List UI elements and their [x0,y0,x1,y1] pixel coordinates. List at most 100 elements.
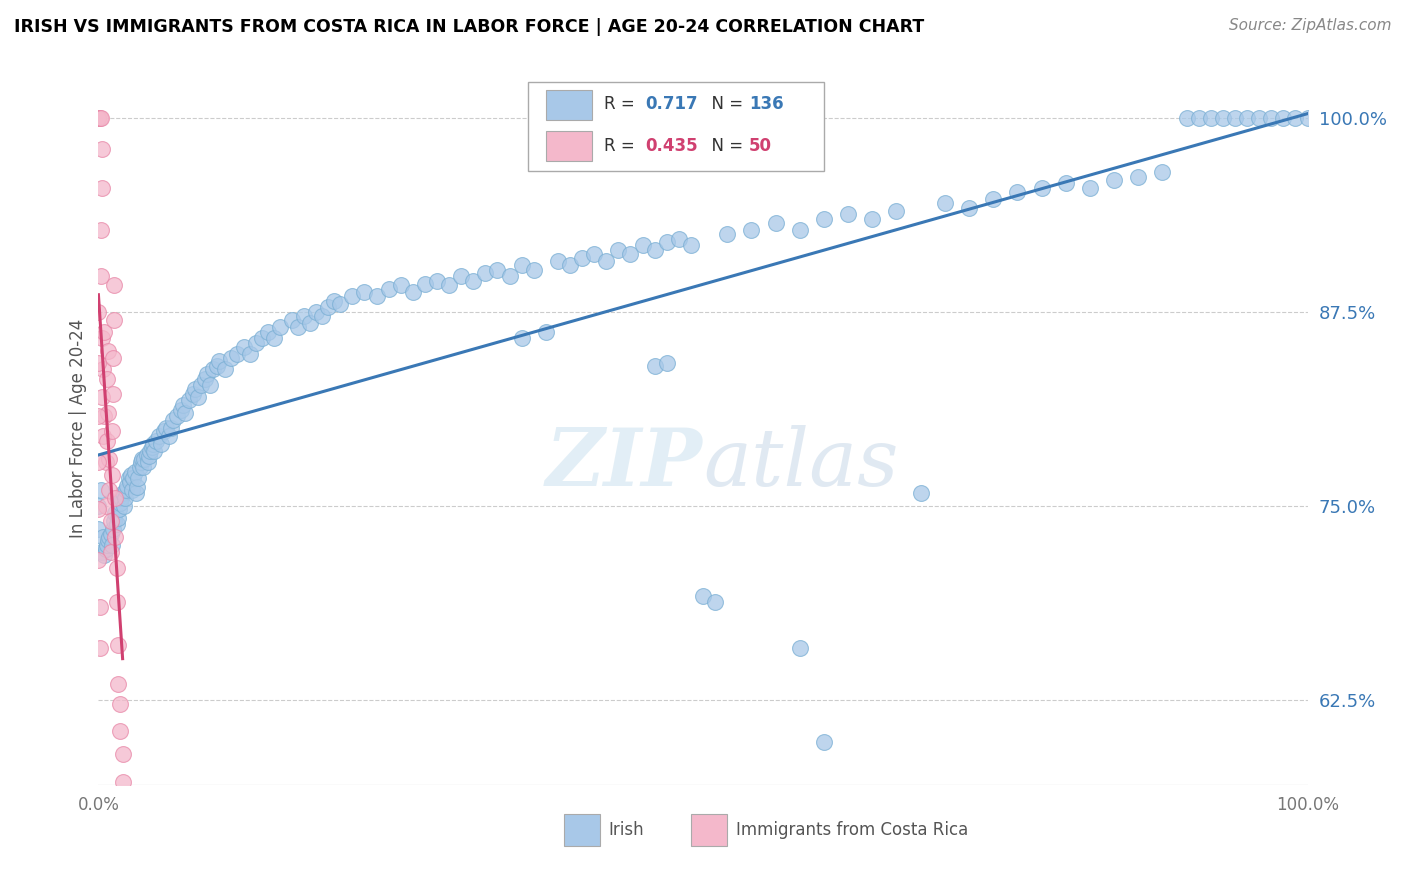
Point [100,424,122,438]
Point [97,406,120,420]
Point [510,331,533,345]
Bar [546,90,592,120]
Text: ZIP: ZIP [546,425,703,502]
Point [110,491,132,505]
Point [87,522,110,536]
Point [1188,111,1211,125]
Point [96,434,118,448]
Point [90,269,112,284]
Point [184,383,207,397]
Point [127,471,149,485]
Point [377,281,399,295]
Point [124,465,146,479]
Point [91,530,114,544]
Point [105,561,128,575]
Text: N =: N = [700,136,748,154]
Point [205,359,228,373]
Point [93,549,115,563]
Point [152,424,174,438]
Point [91,362,114,376]
Point [112,499,135,513]
Point [118,475,141,490]
Point [595,253,617,268]
Point [143,444,166,458]
Text: R =: R = [603,95,640,113]
Text: 136: 136 [749,95,783,113]
Point [413,277,436,291]
Point [98,483,121,498]
Point [789,641,811,656]
Point [96,371,118,385]
Point [107,677,129,691]
Point [437,278,460,293]
Point [957,201,980,215]
Point [105,595,128,609]
Point [981,192,1004,206]
Point [87,499,110,513]
Point [353,285,375,299]
Point [98,530,121,544]
Point [162,413,184,427]
Bar [564,814,600,846]
Point [134,452,156,467]
Point [125,486,148,500]
Point [87,111,110,125]
FancyBboxPatch shape [527,82,824,171]
Bar [546,130,592,161]
Point [239,347,262,361]
Point [195,367,218,381]
Point [194,371,217,385]
Point [1199,111,1222,125]
Point [87,111,110,125]
Point [129,455,152,469]
Point [934,196,956,211]
Point [148,429,170,443]
Point [1296,111,1319,125]
Point [108,723,131,738]
Point [316,300,339,314]
Point [813,734,835,748]
Point [389,278,412,293]
Point [1078,180,1101,194]
Point [104,491,127,505]
Point [305,305,328,319]
Text: 50: 50 [749,136,772,154]
Point [1272,111,1295,125]
Point [90,483,112,498]
Point [498,269,520,284]
Point [644,243,666,257]
Point [100,526,122,541]
Point [323,293,346,308]
Point [121,483,143,498]
Point [127,480,149,494]
Point [138,449,160,463]
Point [107,511,129,525]
Bar [690,814,727,846]
Point [91,545,114,559]
Point [111,775,134,789]
Y-axis label: In Labor Force | Age 20-24: In Labor Force | Age 20-24 [69,318,87,538]
Point [1152,165,1174,179]
Point [132,459,155,474]
Point [679,238,702,252]
Point [813,211,835,226]
Point [583,247,606,261]
Point [571,251,593,265]
Point [120,467,142,482]
Point [87,305,110,319]
Point [101,522,124,536]
Point [716,227,738,242]
Point [329,297,352,311]
Point [655,235,678,249]
Point [486,263,509,277]
Text: 0.435: 0.435 [645,136,697,154]
Point [281,312,304,326]
Point [94,542,117,557]
Point [91,331,114,345]
Point [93,409,115,423]
Point [103,312,125,326]
Point [232,341,254,355]
Point [256,325,278,339]
Point [692,589,714,603]
Point [860,211,883,226]
